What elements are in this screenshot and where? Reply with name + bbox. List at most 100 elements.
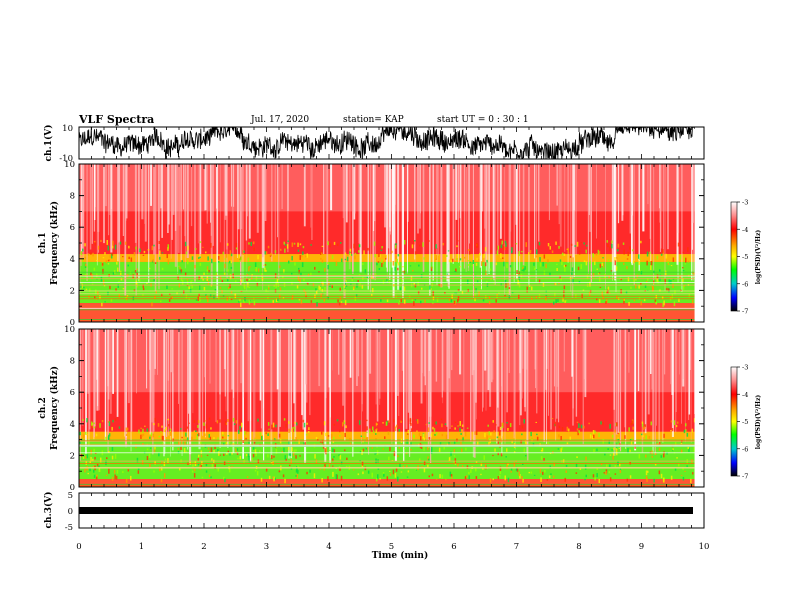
- ch2-spectrogram-speckle: [646, 478, 648, 482]
- ch2-spectrogram-speckle: [339, 455, 342, 460]
- ch1-spectrogram-streak: [210, 164, 212, 236]
- ch2-spectrogram-speckle: [499, 466, 502, 471]
- ch1-spectrogram-streak: [330, 164, 333, 211]
- ch2-spectrogram-speckle: [344, 449, 346, 452]
- ch2-spectrogram-speckle: [271, 455, 273, 459]
- ch1-spectrogram-speckle: [161, 252, 164, 254]
- ch1-spectrogram-streak: [509, 164, 511, 284]
- ch1-spectrogram-speckle: [629, 246, 631, 250]
- ch1-spectrogram-streak: [184, 164, 186, 243]
- ch1-spectrogram-speckle: [504, 280, 507, 284]
- ch1-spectrogram-speckle: [148, 267, 151, 270]
- ch2-spectrogram-ytick-label: 6: [70, 388, 75, 398]
- ch1-spectrogram-speckle: [339, 287, 341, 292]
- ch2-spectrogram-speckle: [98, 467, 101, 472]
- ch1-spectrogram-speckle: [328, 281, 330, 286]
- ch1-spectrogram-speckle: [181, 260, 183, 263]
- ch2-spectrogram-speckle: [293, 426, 296, 432]
- ch1-spectrogram-streak: [438, 164, 439, 256]
- ch2-spectrogram-speckle: [590, 433, 592, 435]
- ch2-spectrogram-speckle: [450, 451, 452, 456]
- ch2-spectrogram-speckle: [487, 424, 489, 427]
- ch2-spectrogram-speckle: [296, 474, 298, 479]
- ch2-spectrogram-speckle: [528, 471, 530, 474]
- ch2-spectrogram-speckle: [482, 468, 484, 470]
- ch2-spectrogram-streak: [682, 329, 685, 380]
- ch1-spectrogram-streak: [691, 164, 693, 281]
- ch1-spectrogram-speckle: [599, 286, 602, 288]
- ch1-spectrogram-speckle: [411, 244, 414, 249]
- ch1-spectrogram-streak: [513, 164, 515, 283]
- ch2-spectrogram-speckle: [349, 442, 352, 445]
- ch2-spectrogram-speckle: [553, 462, 555, 467]
- ch2-spectrogram-streak: [294, 329, 297, 440]
- ch1-spectrogram-speckle: [224, 258, 226, 260]
- ch1-spectrogram-speckle: [580, 242, 582, 244]
- ch1-spectrogram-streak: [122, 164, 124, 236]
- ch1-spectrogram-speckle: [316, 302, 318, 307]
- ch2-spectrogram-speckle: [389, 446, 391, 452]
- ch2-spectrogram-speckle: [620, 467, 622, 471]
- ch2-spectrogram-speckle: [466, 475, 468, 478]
- ch2-spectrogram-speckle: [327, 476, 329, 481]
- ch2-spectrogram-speckle: [457, 423, 459, 426]
- ch1-spectrogram-speckle: [668, 279, 670, 284]
- ch2-spectrogram-speckle: [229, 453, 231, 456]
- ch2-spectrogram-speckle: [427, 458, 430, 461]
- ch2-spectrogram-speckle: [146, 448, 149, 451]
- ch2-spectrogram-speckle: [461, 424, 464, 427]
- ch2-spectrogram-speckle: [414, 469, 417, 471]
- ch2-spectrogram-speckle: [376, 428, 378, 431]
- ch1-spectrogram-speckle: [539, 257, 541, 262]
- ch1-spectrogram-speckle: [586, 274, 589, 280]
- ch1-spectrogram-streak: [117, 164, 120, 243]
- ch1-waveform-panel: 10 -10 ch.1(V): [43, 124, 705, 164]
- ch1-spectrogram-streak: [497, 164, 499, 255]
- ch2-spectrogram-speckle: [226, 452, 228, 455]
- ch1-spectrogram-speckle: [381, 262, 383, 267]
- ch2-spectrogram-speckle: [499, 471, 502, 474]
- ch2-spectrogram-speckle: [153, 449, 156, 453]
- ch2-spectrogram-streak: [401, 329, 404, 371]
- ch1-spectrogram-streak: [367, 164, 369, 290]
- ch1-spectrogram-streak: [348, 164, 351, 270]
- ch1-spectrogram-speckle: [683, 285, 686, 287]
- ch1-spectrogram-speckle: [378, 268, 381, 270]
- ch1-spectrogram-speckle: [327, 296, 329, 300]
- ch2-spectrogram-streak: [270, 329, 273, 459]
- ch1-spectrogram-speckle: [594, 261, 596, 266]
- ch1-spectrogram-speckle: [682, 285, 685, 290]
- ch1-spectrogram-speckle: [454, 292, 456, 294]
- ch1-spectrogram-streak: [219, 164, 221, 243]
- ch2-spectrogram-speckle: [609, 423, 611, 429]
- ch2-spectrogram-speckle: [197, 463, 200, 466]
- ch2-spectrogram-speckle: [460, 441, 462, 446]
- ch2-spectrogram-speckle: [227, 450, 230, 453]
- ch1-spectrogram-speckle: [300, 272, 302, 276]
- ch2-spectrogram-speckle: [619, 469, 622, 474]
- ch1-spectrogram-streak: [681, 164, 683, 293]
- ch1-spectrogram-streak: [481, 164, 483, 212]
- ch2-spectrogram-speckle: [257, 418, 259, 422]
- ch2-spectrogram-speckle: [488, 437, 491, 442]
- ch1-spectrogram-speckle: [210, 284, 213, 287]
- ch1-spectrogram-speckle: [495, 262, 498, 266]
- ch2-spectrogram-streak: [508, 329, 510, 373]
- ch2-spectrogram-speckle: [98, 465, 100, 468]
- ch1-spectrogram-speckle: [122, 288, 125, 290]
- ch2-spectrogram-streak: [153, 329, 155, 432]
- ch2-spectrogram-speckle: [108, 421, 111, 427]
- ch2-spectrogram-speckle: [192, 462, 194, 467]
- ch1-spectrogram-speckle: [529, 250, 532, 254]
- ch1-spectrogram-speckle: [651, 287, 654, 292]
- ch1-spectrogram-speckle: [80, 284, 82, 288]
- ch1-spectrogram-speckle: [397, 267, 399, 271]
- ch2-spectrogram-speckle: [488, 431, 490, 435]
- ch2-spectrogram-speckle: [501, 425, 504, 429]
- ch2-spectrogram-streak: [427, 329, 430, 448]
- ch1-spectrogram-speckle: [471, 264, 474, 267]
- ch2-spectrogram-speckle: [453, 455, 456, 457]
- ch2-spectrogram-streak: [227, 329, 229, 448]
- ch1-spectrogram-speckle: [655, 294, 658, 299]
